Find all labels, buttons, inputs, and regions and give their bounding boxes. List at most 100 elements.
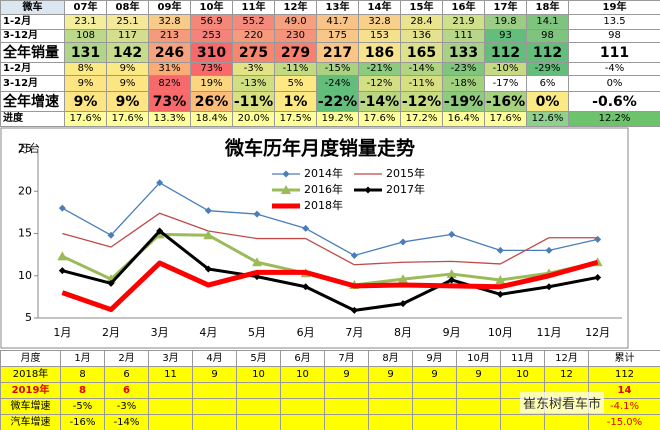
header-cell: 11月 [500,350,545,367]
cell [148,382,193,399]
marker [253,210,261,218]
x-tick-label: 4月 [199,326,217,339]
cell: 10 [280,366,325,383]
cell: 133 [442,42,485,63]
cell: 17.6% [484,111,527,127]
cell: 246 [148,42,191,63]
chart: 微车历年月度销量走势 万台 5 10 15 20 25 1月 2月 3月 4月 5月 6月 7月 8月 9… [0,127,629,349]
x-tick-label: 10月 [488,326,513,339]
header-cell: 08年 [106,0,149,15]
cell: 98 [526,29,569,43]
header-cell: 16年 [442,0,485,15]
cell: -3% [104,398,149,415]
marker [58,204,66,212]
cell: 17.5% [274,111,317,127]
cell: 111 [568,42,660,63]
cell: 56.9 [190,14,233,30]
cell: -10% [484,62,527,76]
cell: 6 [104,366,149,383]
cell: 16.4% [442,111,485,127]
chart-frame [0,127,629,349]
marker [252,257,262,267]
row-label: 微车增速 [0,398,61,415]
marker [364,186,372,194]
y-tick-label: 5 [25,311,32,324]
cell: 112 [526,42,569,63]
cell: -12% [358,75,401,92]
cell: -12% [400,91,443,112]
cell: 253 [190,29,233,43]
cell: -11% [400,75,443,92]
cell: -4% [568,62,660,76]
row-label: 进度 [0,111,65,127]
marker [58,267,66,275]
cell [324,382,369,399]
marker [350,306,358,314]
cell: 9 [368,366,413,383]
legend-label: 2015年 [386,166,425,180]
cell: 31% [148,62,191,76]
cell [368,398,413,415]
x-tick-label: 1月 [53,326,71,339]
x-tick-label: 2月 [102,326,120,339]
row-label: 2018年 [0,366,61,383]
cell: -14% [104,414,149,430]
y-tick-label: 10 [18,269,32,282]
cell [148,414,193,430]
marker [545,246,553,254]
cell: 9% [64,75,107,92]
legend-label: 2017年 [386,182,425,196]
cell: 5% [274,75,317,92]
cell: -14% [358,91,401,112]
cell: 14.1 [526,14,569,30]
cell: 23.1 [64,14,107,30]
line [61,229,598,312]
header-cell: 7月 [324,350,369,367]
y-tick-label: 25 [18,142,32,155]
cell: 275 [232,42,275,63]
legend-label: 2014年 [304,166,343,180]
data-row: 全年销量 131 142 246 310 275 279 217 186 165 133 112 112… [0,42,660,63]
row-label: 1-2月 [0,62,65,76]
cell: 230 [274,29,317,43]
cell: -11% [232,91,275,112]
cell: 41.7 [316,14,359,30]
row-label: 2019年 [0,382,61,399]
cell [412,382,457,399]
marker [496,290,504,298]
marker [204,265,212,273]
marker [302,283,310,291]
cell: -17% [484,75,527,92]
y-tick-label: 20 [18,184,32,197]
cell: 19.8 [484,14,527,30]
marker [446,269,457,279]
cell: -16% [60,414,105,430]
cell: 279 [274,42,317,63]
header-cell: 18年 [526,0,569,15]
cell: 32.8 [148,14,191,30]
cell: 9% [64,91,107,112]
cell: 217 [316,42,359,63]
cell [236,382,281,399]
marker [156,227,164,235]
header-cell: 13年 [316,0,359,15]
cell: 186 [358,42,401,63]
marker [302,224,310,232]
marker [545,283,553,291]
y-tick-label: 15 [18,227,32,240]
header-cell: 3月 [148,350,193,367]
cell: -22% [316,91,359,112]
cell [324,414,369,430]
cell: 0% [568,75,660,92]
cell: 12 [544,366,589,383]
data-row: 1-2月 23.1 25.1 32.8 56.9 55.2 49.0 41.7 32.8 28.4… [0,14,660,30]
marker [448,276,456,284]
cell: -23% [442,62,485,76]
summary-table: 微车 07年 08年 09年 10年 11年 12年 13年 14年 15年 16年 17年 18年 19… [0,0,660,127]
cell: 17.2% [400,111,443,127]
header-cell: 9月 [412,350,457,367]
header-cell: 17年 [484,0,527,15]
marker [282,170,290,178]
cell: 12.6% [526,111,569,127]
cell: 111 [442,29,485,43]
